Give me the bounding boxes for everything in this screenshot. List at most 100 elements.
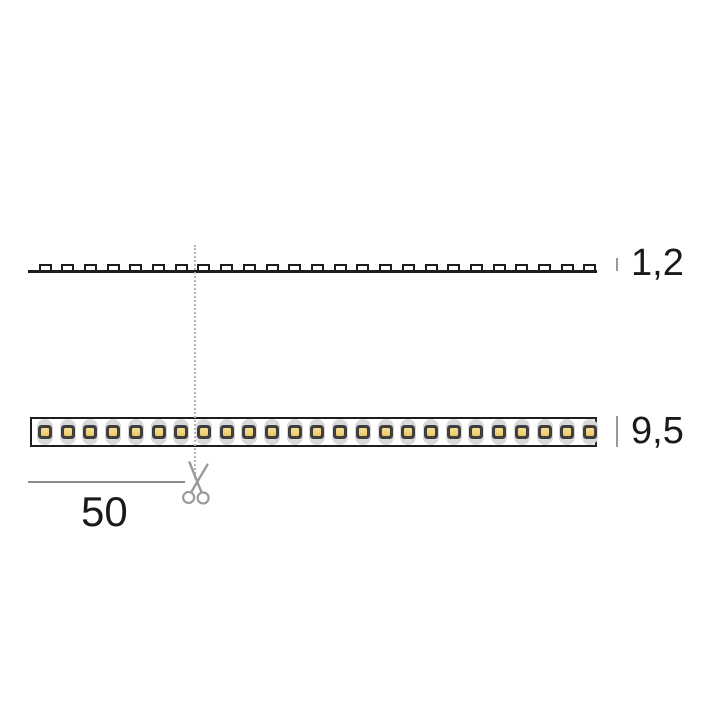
led-bump-side — [129, 264, 143, 271]
led-chip — [423, 419, 440, 445]
led-package — [106, 425, 121, 439]
led-chip — [195, 419, 212, 445]
led-package — [196, 425, 211, 439]
strip-top-view — [30, 417, 598, 447]
thickness-tick — [616, 258, 618, 271]
led-package — [38, 425, 52, 439]
led-chip — [536, 419, 553, 445]
led-bump-side — [333, 264, 347, 271]
led-package — [333, 425, 348, 439]
led-bump-side — [469, 264, 483, 271]
cut-length-dimension-line — [28, 481, 185, 483]
led-bump-side — [174, 264, 188, 271]
led-phosphor — [109, 428, 118, 436]
led-phosphor — [449, 428, 458, 436]
led-bump-side — [560, 264, 574, 271]
led-bump-side — [61, 264, 75, 271]
led-package — [310, 425, 325, 439]
cut-guide-line — [194, 245, 196, 478]
led-phosphor — [290, 428, 299, 436]
led-bump-side — [492, 264, 506, 271]
led-phosphor — [245, 428, 254, 436]
led-phosphor — [517, 428, 526, 436]
led-package — [151, 425, 166, 439]
led-phosphor — [199, 428, 208, 436]
led-bump-side — [288, 264, 302, 271]
led-chip — [377, 419, 394, 445]
led-phosphor — [268, 428, 277, 436]
led-phosphor — [495, 428, 504, 436]
led-chip — [581, 419, 598, 445]
led-bump-side — [83, 264, 97, 271]
led-phosphor — [41, 428, 49, 436]
width-tick — [616, 416, 618, 447]
led-chip — [173, 419, 190, 445]
led-bump-side — [424, 264, 438, 271]
led-chip — [127, 419, 144, 445]
led-chip — [286, 419, 303, 445]
led-chip — [559, 419, 576, 445]
led-phosphor — [563, 428, 572, 436]
led-package — [446, 425, 461, 439]
led-package — [492, 425, 507, 439]
led-chip — [218, 419, 235, 445]
led-package — [265, 425, 280, 439]
led-package — [582, 425, 597, 439]
led-package — [355, 425, 370, 439]
led-phosphor — [154, 428, 163, 436]
led-bump-side — [38, 264, 52, 271]
led-chip — [468, 419, 485, 445]
strip-side-pcb-line — [28, 270, 597, 273]
led-package — [560, 425, 575, 439]
led-phosphor — [427, 428, 436, 436]
led-chip — [513, 419, 530, 445]
led-package — [174, 425, 189, 439]
led-phosphor — [358, 428, 367, 436]
led-phosphor — [86, 428, 95, 436]
led-package — [83, 425, 98, 439]
led-chip — [59, 419, 76, 445]
led-chip — [105, 419, 122, 445]
led-package — [401, 425, 416, 439]
led-package — [287, 425, 302, 439]
led-phosphor — [222, 428, 231, 436]
led-bump-side — [152, 264, 166, 271]
led-chip — [491, 419, 508, 445]
led-phosphor — [585, 428, 594, 436]
led-phosphor — [540, 428, 549, 436]
led-chip — [264, 419, 281, 445]
led-phosphor — [336, 428, 345, 436]
led-phosphor — [63, 428, 72, 436]
led-chip — [37, 419, 53, 445]
thickness-label: 1,2 — [631, 242, 684, 284]
led-package — [378, 425, 393, 439]
led-bump-side — [515, 264, 529, 271]
led-chip — [309, 419, 326, 445]
led-bump-side — [538, 264, 552, 271]
led-chip — [332, 419, 349, 445]
led-chip — [150, 419, 167, 445]
led-chip — [82, 419, 99, 445]
led-phosphor — [404, 428, 413, 436]
led-bump-side — [197, 264, 211, 271]
cut-length-label: 50 — [81, 488, 128, 535]
led-phosphor — [313, 428, 322, 436]
led-phosphor — [131, 428, 140, 436]
width-label: 9,5 — [631, 410, 684, 452]
led-bump-side — [310, 264, 324, 271]
led-package — [128, 425, 143, 439]
led-package — [60, 425, 75, 439]
led-bump-side — [106, 264, 120, 271]
led-bump-side — [583, 264, 597, 271]
led-chip — [354, 419, 371, 445]
led-bump-side — [356, 264, 370, 271]
led-bump-side — [220, 264, 234, 271]
led-chip — [400, 419, 417, 445]
led-chip — [445, 419, 462, 445]
led-phosphor — [381, 428, 390, 436]
led-bump-side — [265, 264, 279, 271]
led-bump-side — [242, 264, 256, 271]
led-phosphor — [177, 428, 186, 436]
led-package — [219, 425, 234, 439]
